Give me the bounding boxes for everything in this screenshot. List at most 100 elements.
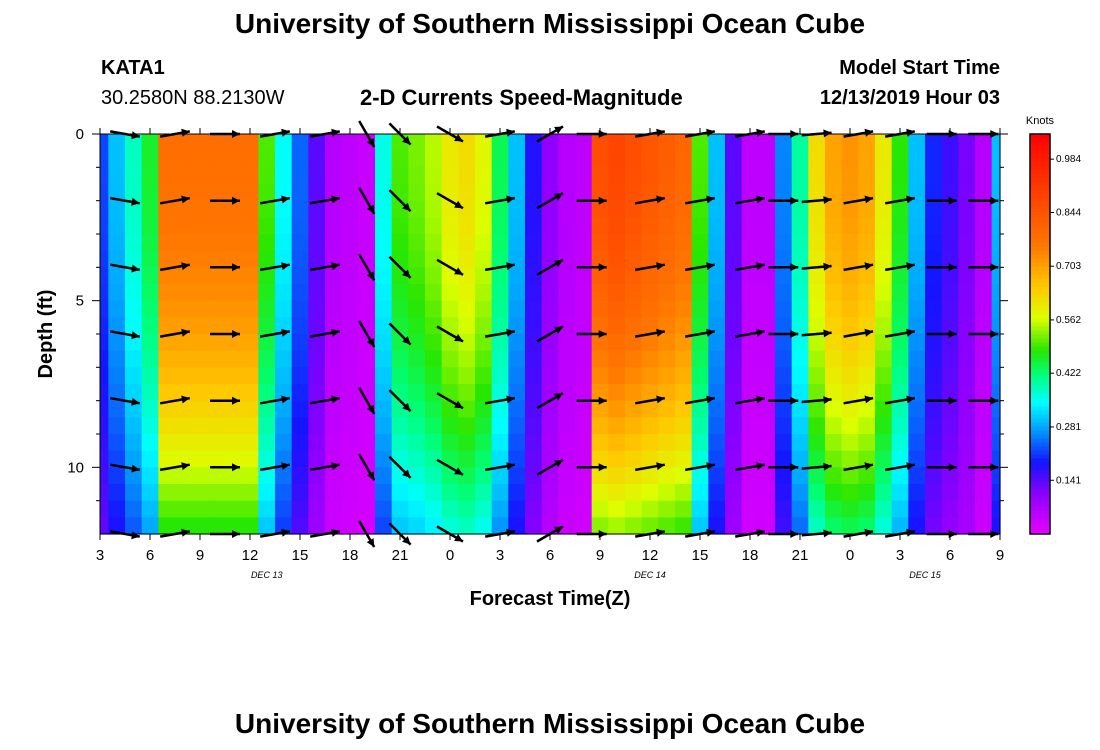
heatmap-cell: [925, 134, 943, 152]
heatmap-cell: [291, 517, 309, 535]
heatmap-cell: [175, 334, 193, 352]
heatmap-cell: [141, 334, 159, 352]
heatmap-cell: [791, 334, 809, 352]
heatmap-cell: [441, 434, 459, 452]
vector-head: [756, 195, 765, 204]
heatmap-cell: [541, 300, 559, 318]
heatmap-cell: [175, 317, 193, 335]
heatmap-cell: [575, 484, 593, 502]
speed-heatmap: [100, 134, 1001, 535]
heatmap-cell: [225, 250, 243, 268]
heatmap-cell: [791, 434, 809, 452]
vector-head: [756, 128, 765, 137]
heatmap-cell: [441, 167, 459, 185]
heatmap-cell: [375, 417, 393, 435]
vector-head: [554, 326, 563, 334]
colorbar-swatch: [1030, 442, 1050, 447]
colorbar-swatch: [1030, 318, 1050, 323]
heatmap-cell: [941, 317, 959, 335]
heatmap-cell: [291, 417, 309, 435]
heatmap-cell: [175, 284, 193, 302]
heatmap-cell: [100, 184, 109, 202]
current-vector: [768, 263, 799, 272]
heatmap-cell: [475, 400, 493, 418]
heatmap-cell: [425, 417, 443, 435]
heatmap-cell: [141, 267, 159, 285]
heatmap-cell: [775, 134, 793, 152]
heatmap-cell: [875, 434, 893, 452]
vector-head: [864, 462, 874, 471]
heatmap-cell: [991, 184, 1001, 202]
heatmap-cell: [658, 134, 676, 152]
vector-head: [402, 136, 411, 145]
heatmap-cell: [325, 367, 343, 385]
heatmap-cell: [225, 384, 243, 402]
heatmap-cell: [908, 167, 926, 185]
heatmap-cell: [241, 167, 259, 185]
x-tick-label: 6: [146, 547, 154, 564]
heatmap-cell: [975, 450, 993, 468]
heatmap-cell: [241, 400, 259, 418]
heatmap-cell: [108, 250, 126, 268]
colorbar-swatch: [1030, 202, 1050, 207]
heatmap-cell: [925, 284, 943, 302]
heatmap-cell: [775, 450, 793, 468]
heatmap-cell: [441, 484, 459, 502]
heatmap-cell: [258, 134, 276, 152]
heatmap-cell: [125, 400, 143, 418]
heatmap-cell: [425, 217, 443, 235]
current-vector: [684, 462, 716, 472]
heatmap-cell: [291, 267, 309, 285]
heatmap-cell: [508, 350, 526, 368]
heatmap-cell: [691, 234, 709, 252]
vector-head: [331, 262, 340, 271]
heatmap-cell: [425, 317, 443, 335]
heatmap-cell: [775, 384, 793, 402]
heatmap-cell: [841, 200, 859, 218]
heatmap-cell: [575, 400, 593, 418]
model-start-value: 12/13/2019 Hour 03: [819, 87, 1000, 109]
heatmap-cell: [808, 200, 826, 218]
heatmap-cell: [508, 484, 526, 502]
heatmap-cell: [758, 350, 776, 368]
heatmap-cell: [491, 384, 509, 402]
vector-head: [454, 334, 463, 342]
heatmap-cell: [941, 217, 959, 235]
heatmap-cell: [575, 250, 593, 268]
heatmap-cell: [958, 150, 976, 168]
heatmap-cell: [525, 417, 543, 435]
current-vector: [210, 263, 240, 272]
current-vector: [159, 195, 191, 205]
heatmap-cell: [741, 450, 759, 468]
heatmap-cell: [808, 450, 826, 468]
heatmap-cell: [175, 500, 193, 518]
heatmap-cell: [791, 134, 809, 152]
heatmap-cell: [291, 184, 309, 202]
heatmap-cell: [825, 500, 843, 518]
heatmap-cell: [241, 384, 259, 402]
heatmap-cell: [858, 500, 876, 518]
heatmap-cell: [325, 417, 343, 435]
x-tick-label: 12: [242, 547, 259, 564]
heatmap-cell: [341, 250, 359, 268]
heatmap-cell: [808, 400, 826, 418]
heatmap-cell: [108, 284, 126, 302]
current-vector: [484, 462, 516, 472]
current-vector: [843, 195, 874, 205]
current-vector: [684, 395, 716, 405]
heatmap-cell: [100, 300, 109, 318]
heatmap-cell: [308, 334, 326, 352]
heatmap-cell: [991, 250, 1001, 268]
heatmap-cell: [625, 350, 643, 368]
heatmap-cell: [575, 217, 593, 235]
heatmap-cell: [141, 284, 159, 302]
heatmap-cell: [108, 400, 126, 418]
heatmap-cell: [525, 450, 543, 468]
heatmap-cell: [191, 450, 209, 468]
heatmap-cell: [658, 317, 676, 335]
heatmap-cell: [508, 300, 526, 318]
heatmap-cell: [791, 300, 809, 318]
heatmap-cell: [841, 300, 859, 318]
heatmap-cell: [508, 400, 526, 418]
heatmap-cell: [741, 200, 759, 218]
